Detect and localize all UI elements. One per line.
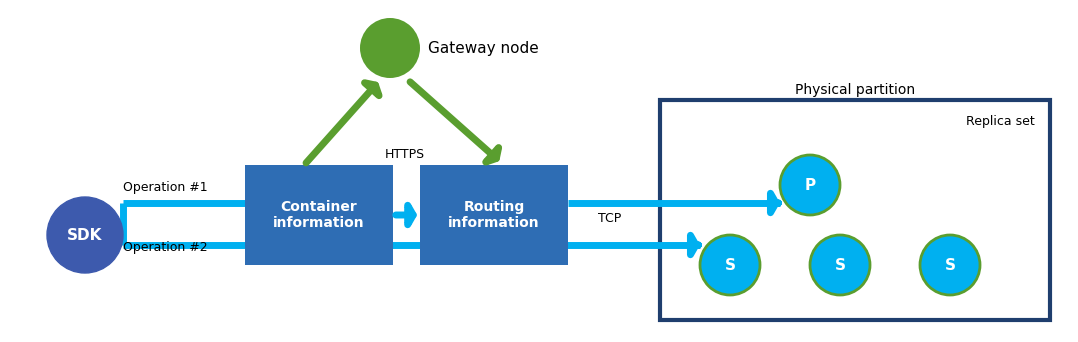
Text: Routing
information: Routing information <box>448 200 540 230</box>
Text: P: P <box>804 177 816 193</box>
Text: Gateway node: Gateway node <box>428 40 539 55</box>
Text: S: S <box>944 258 955 273</box>
Circle shape <box>780 155 840 215</box>
Text: S: S <box>724 258 735 273</box>
Text: SDK: SDK <box>67 227 102 242</box>
Text: Container
information: Container information <box>273 200 364 230</box>
Circle shape <box>700 235 760 295</box>
Text: HTTPS: HTTPS <box>385 148 425 161</box>
Circle shape <box>360 18 420 78</box>
Circle shape <box>920 235 980 295</box>
Text: TCP: TCP <box>598 211 622 224</box>
Bar <box>660 100 1050 320</box>
Text: Replica set: Replica set <box>966 116 1035 129</box>
Text: Operation #1: Operation #1 <box>123 182 207 195</box>
Text: Operation #2: Operation #2 <box>123 241 207 254</box>
Text: S: S <box>834 258 845 273</box>
Circle shape <box>810 235 870 295</box>
Bar <box>420 165 568 265</box>
Text: Physical partition: Physical partition <box>794 83 915 97</box>
Bar <box>245 165 393 265</box>
Circle shape <box>47 197 123 273</box>
